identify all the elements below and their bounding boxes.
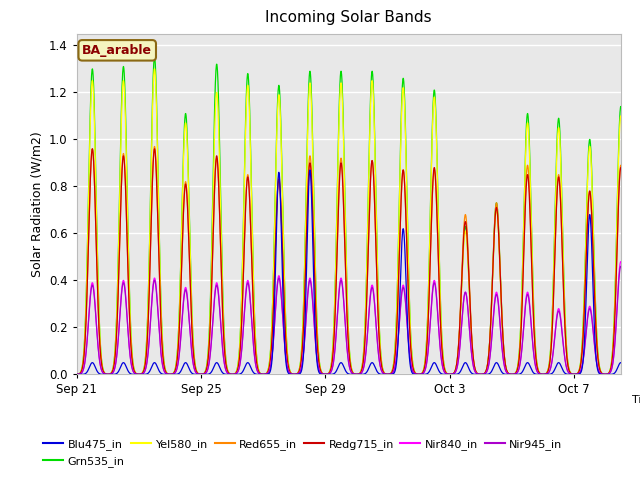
Legend: Blu475_in, Grn535_in, Yel580_in, Red655_in, Redg715_in, Nir840_in, Nir945_in: Blu475_in, Grn535_in, Yel580_in, Red655_… xyxy=(39,435,567,471)
Text: Time: Time xyxy=(632,395,640,405)
Text: BA_arable: BA_arable xyxy=(82,44,152,57)
Y-axis label: Solar Radiation (W/m2): Solar Radiation (W/m2) xyxy=(31,131,44,277)
Title: Incoming Solar Bands: Incoming Solar Bands xyxy=(266,11,432,25)
